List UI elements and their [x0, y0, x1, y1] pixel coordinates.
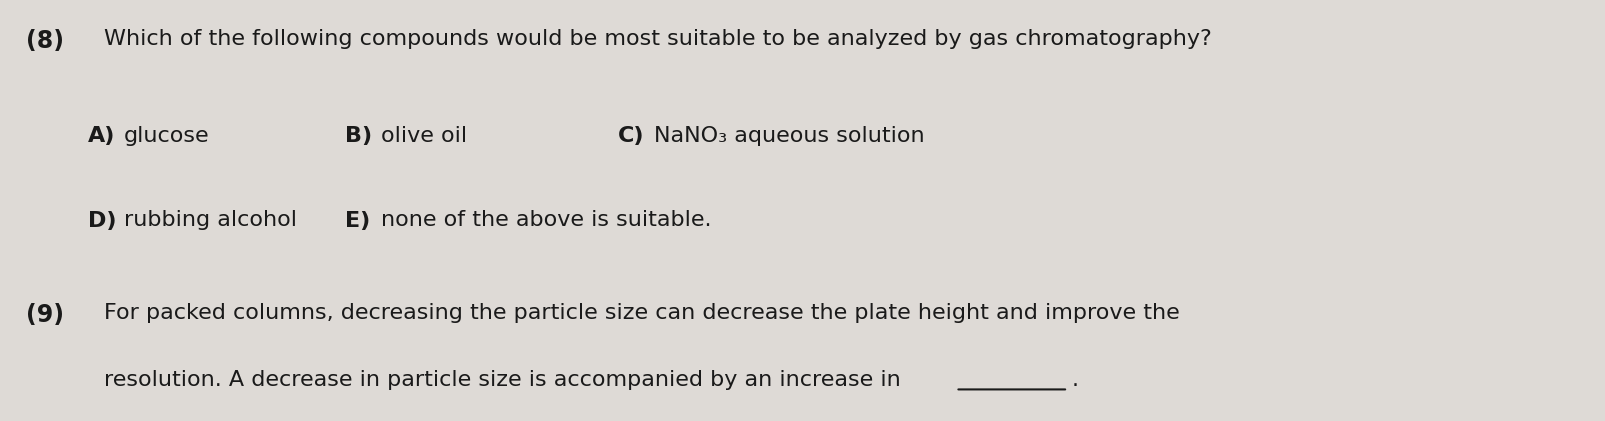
Text: A): A)	[88, 126, 116, 147]
Text: glucose: glucose	[124, 126, 209, 147]
Text: none of the above is suitable.: none of the above is suitable.	[380, 210, 711, 231]
Text: (8): (8)	[26, 29, 64, 53]
Text: For packed columns, decreasing the particle size can decrease the plate height a: For packed columns, decreasing the parti…	[104, 303, 1180, 323]
Text: resolution. A decrease in particle size is accompanied by an increase in: resolution. A decrease in particle size …	[104, 370, 900, 391]
Text: D): D)	[88, 210, 117, 231]
Text: rubbing alcohol: rubbing alcohol	[124, 210, 297, 231]
Text: B): B)	[345, 126, 372, 147]
Text: (9): (9)	[26, 303, 64, 327]
Text: NaNO₃ aqueous solution: NaNO₃ aqueous solution	[653, 126, 924, 147]
Text: C): C)	[618, 126, 645, 147]
Text: .: .	[1071, 370, 1077, 391]
Text: olive oil: olive oil	[380, 126, 467, 147]
Text: E): E)	[345, 210, 371, 231]
Text: Which of the following compounds would be most suitable to be analyzed by gas ch: Which of the following compounds would b…	[104, 29, 1212, 50]
